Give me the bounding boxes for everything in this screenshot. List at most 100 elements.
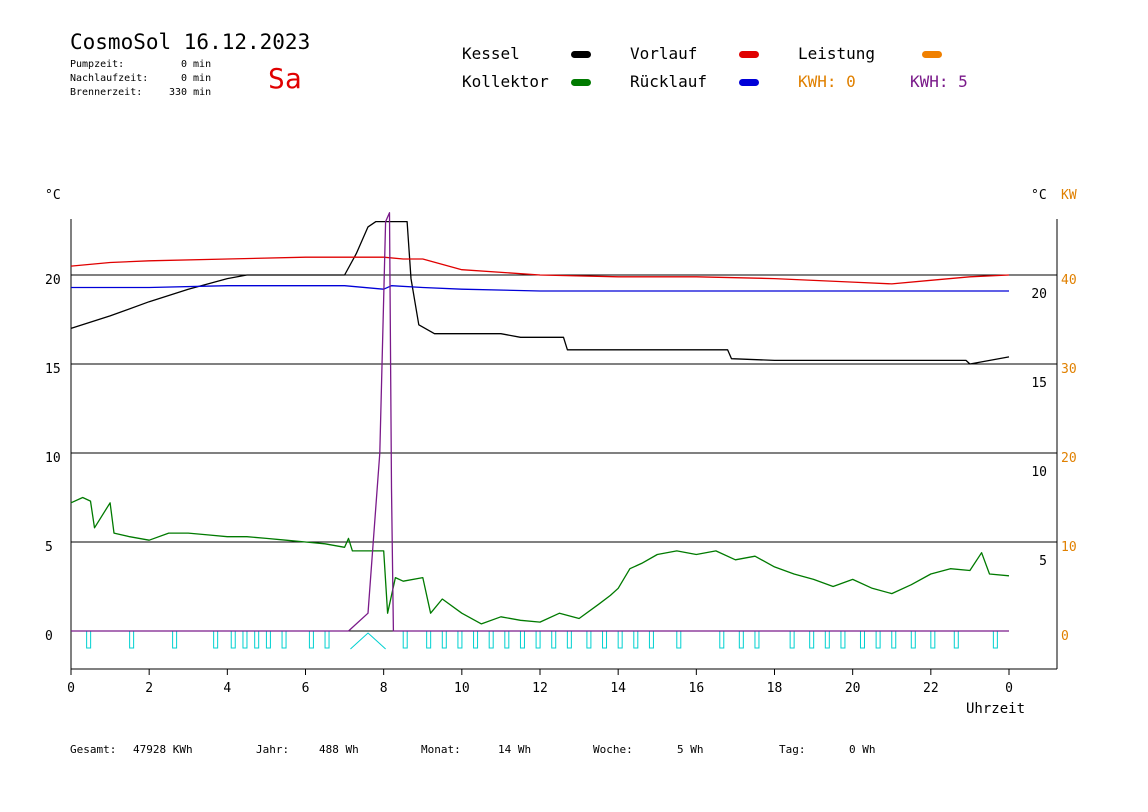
page-title: CosmoSol 16.12.2023 (70, 30, 311, 54)
pump-pulse (402, 630, 408, 649)
legend-ruecklauf-label: Rücklauf (630, 72, 708, 91)
pump-pulse (473, 630, 479, 649)
y-tick-right-kw: 0 (1061, 629, 1069, 644)
axis-layer (70, 219, 1058, 675)
pump-pulse (676, 630, 682, 649)
pump-pulse (617, 630, 623, 649)
legend-kessel-label: Kessel (462, 44, 520, 63)
legend-leistung-label: Leistung (798, 44, 876, 63)
pump-pulse-ramp (350, 632, 386, 650)
footer-monat-label: Monat: (421, 743, 461, 756)
x-tick-label: 18 (767, 681, 783, 696)
pump-pulse (953, 630, 959, 649)
x-tick-label: 2 (145, 681, 153, 696)
pump-pulse (859, 630, 865, 649)
pump-pulse (535, 630, 541, 649)
stat-value-pumpzeit: 0 min (181, 59, 212, 70)
series-line-vorlauf (70, 256, 1010, 285)
footer-woche-label: Woche: (593, 743, 633, 756)
right-axis-unit-kw: KW (1061, 188, 1077, 203)
stat-value-nachlaufzeit: 0 min (181, 73, 212, 84)
pump-pulse (441, 630, 447, 649)
footer-monat-value: 14 Wh (498, 743, 532, 756)
y-tick-right-c: 10 (1031, 465, 1047, 480)
y-tick-right-kw: 20 (1061, 451, 1077, 466)
y-tick-left: 20 (45, 273, 61, 288)
right-axis-unit-c: °C (1031, 188, 1047, 203)
pump-pulse (281, 630, 287, 649)
pump-pulse (426, 630, 432, 649)
pump-pulse (213, 630, 219, 649)
pump-pulse (875, 630, 881, 649)
pump-pulse (488, 630, 494, 649)
pump-pulse (254, 630, 260, 649)
x-tick-label: 12 (532, 681, 548, 696)
y-tick-left: 0 (45, 629, 53, 644)
weekday-label: Sa (268, 62, 302, 95)
pump-pulse (738, 630, 744, 649)
pump-pulse (891, 630, 897, 649)
pump-pulse (457, 630, 463, 649)
x-tick-label: 10 (454, 681, 470, 696)
pump-pulse (324, 630, 330, 649)
x-tick-label: 14 (610, 681, 626, 696)
grid-layer (71, 274, 1057, 543)
legend-kollektor-swatch (571, 79, 591, 86)
pump-pulse (824, 630, 830, 649)
pump-pulse (504, 630, 510, 649)
pump-pulse (930, 630, 936, 649)
footer-jahr-label: Jahr: (256, 743, 290, 756)
y-tick-left: 10 (45, 451, 61, 466)
x-tick-label: 4 (223, 681, 231, 696)
pump-pulse (840, 630, 846, 649)
y-tick-right-c: 5 (1039, 554, 1047, 569)
legend-vorlauf-label: Vorlauf (630, 44, 698, 63)
pump-pulse (809, 630, 815, 649)
x-tick-label: 0 (67, 681, 75, 696)
pump-pulse (551, 630, 557, 649)
pump-pulse (242, 630, 248, 649)
x-tick-label: 22 (923, 681, 939, 696)
pump-pulse (754, 630, 760, 649)
stat-value-brennerzeit: 330 min (169, 87, 212, 98)
x-axis-label: Uhrzeit (966, 701, 1026, 717)
footer-jahr-value: 488 Wh (319, 743, 359, 756)
series-line-rcklauf (71, 285, 1009, 292)
pump-pulse (719, 630, 725, 649)
legend-leistung-swatch (922, 51, 942, 58)
footer-tag-label: Tag: (779, 743, 806, 756)
tick-label-layer: 0 2 4 6 8 10 12 14 16 18 20 22 0 0 5 10 15 20 5 10 15 20 0 10 20… (45, 273, 1077, 696)
series-line-kollektor (70, 496, 1010, 625)
pump-pulse (586, 630, 592, 649)
legend-kwh-a: KWH: 0 (798, 72, 856, 91)
legend-vorlauf-swatch (739, 51, 759, 58)
pump-pulse (519, 630, 525, 649)
footer-tag-value: 0 Wh (849, 743, 876, 756)
pump-pulse (648, 630, 654, 649)
pump-pulse (86, 630, 92, 649)
footer-gesamt-label: Gesamt: (70, 743, 117, 756)
stat-label-nachlaufzeit: Nachlaufzeit: (70, 73, 149, 84)
pump-pulse (602, 630, 608, 649)
x-tick-label: 16 (689, 681, 705, 696)
x-tick-label: 6 (302, 681, 310, 696)
y-tick-right-kw: 30 (1061, 362, 1077, 377)
x-tick-label: 8 (380, 681, 388, 696)
stat-label-pumpzeit: Pumpzeit: (70, 59, 125, 70)
y-tick-right-kw: 10 (1061, 540, 1077, 555)
x-tick-label: 20 (845, 681, 861, 696)
pump-pulse-layer (86, 630, 998, 650)
legend-kessel-swatch (571, 51, 591, 58)
pump-pulse (566, 630, 572, 649)
y-tick-left: 5 (45, 540, 53, 555)
x-tick-label: 0 (1005, 681, 1013, 696)
y-tick-right-c: 20 (1031, 287, 1047, 302)
y-tick-right-kw: 40 (1061, 273, 1077, 288)
series-line-kessel (70, 220, 1010, 365)
legend-kwh-b: KWH: 5 (910, 72, 968, 91)
pump-pulse (633, 630, 639, 649)
pump-pulse (308, 630, 314, 649)
y-tick-right-c: 15 (1031, 376, 1047, 391)
footer-woche-value: 5 Wh (677, 743, 704, 756)
